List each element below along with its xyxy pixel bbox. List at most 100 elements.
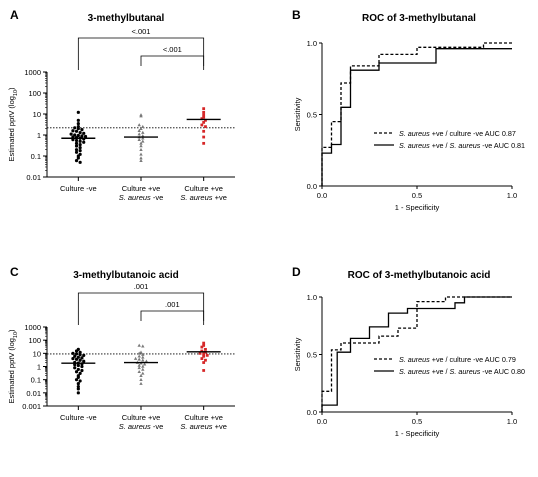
data-point	[139, 381, 143, 385]
panel-a-letter: A	[10, 8, 19, 22]
data-point	[78, 149, 82, 153]
significance-bracket	[140, 310, 205, 321]
roc-curve	[321, 296, 512, 412]
panel-b: B ROC of 3-methylbutanal 0.0 0.5 1.0 0.0 0.5…	[292, 8, 525, 212]
panel-a-plot: 1000 100 10 1 0.1 0.01 Estimated pptV (log10) C…	[7, 27, 235, 202]
data-point	[80, 368, 84, 373]
data-point	[82, 353, 86, 357]
x-tick-label-sub: S. aureus +ve	[180, 422, 227, 431]
data-point	[137, 369, 141, 374]
data-point	[74, 138, 79, 143]
data-point	[198, 351, 202, 355]
x-tick-label: Culture +ve	[184, 413, 223, 422]
data-point	[139, 114, 143, 118]
data-point	[137, 343, 141, 347]
legend-label: S. aureus +ve / S. aureus -ve AUC 0.81	[399, 141, 525, 150]
significance-label: <.001	[163, 45, 182, 54]
data-point	[200, 345, 204, 349]
data-point	[73, 354, 77, 358]
roc-curve	[321, 296, 512, 412]
panel-c-letter: C	[10, 265, 19, 279]
data-point	[205, 353, 209, 357]
data-point	[78, 358, 82, 362]
data-point	[139, 147, 143, 151]
x-tick-label: Culture -ve	[60, 184, 97, 193]
data-point	[78, 379, 82, 383]
data-point	[141, 136, 145, 140]
legend-label: S. aureus +ve / culture -ve AUC 0.87	[399, 129, 516, 138]
x-tick-label: 0.5	[412, 417, 422, 426]
panel-a-title: 3-methylbutanal	[88, 13, 165, 24]
data-point	[80, 128, 84, 132]
data-point	[202, 354, 206, 358]
data-point	[141, 358, 145, 362]
x-tick-label: Culture +ve	[122, 413, 161, 422]
data-point	[137, 128, 141, 133]
data-point	[74, 129, 79, 133]
data-point	[76, 387, 80, 391]
panel-a: A 3-methylbutanal 1000 100 10 1 0.1 0.01 Estim…	[7, 8, 235, 202]
significance-label: .001	[134, 282, 149, 291]
data-point	[200, 117, 204, 121]
x-tick-label: Culture +ve	[122, 184, 161, 193]
y-tick-label: 1.0	[307, 293, 317, 302]
data-point	[141, 344, 145, 348]
data-point	[82, 131, 86, 135]
data-point	[139, 144, 143, 148]
y-tick-label: 0.001	[22, 402, 41, 411]
y-tick-label: 0.5	[307, 351, 317, 360]
data-point	[73, 126, 77, 130]
species-italic: S. aureus	[399, 129, 430, 138]
data-point	[139, 141, 143, 145]
data-point	[80, 134, 84, 138]
x-tick-label-sub: S. aureus +ve	[180, 193, 227, 202]
data-point	[139, 126, 143, 130]
y-axis-label: Estimated pptV (log10)	[7, 329, 19, 404]
data-point	[141, 352, 145, 356]
y-axis-label: Estimated pptV (log10)	[7, 87, 19, 162]
x-tick-label: Culture +ve	[184, 184, 223, 193]
data-point	[202, 352, 206, 356]
x-tick-label: 1.0	[507, 191, 517, 200]
data-point	[204, 125, 207, 129]
data-point	[78, 139, 82, 143]
data-point	[144, 359, 149, 363]
data-point	[74, 370, 79, 374]
x-tick-label: 1.0	[507, 417, 517, 426]
data-point	[74, 349, 79, 353]
data-point	[137, 123, 141, 127]
data-point	[71, 351, 75, 355]
roc-curve	[321, 48, 512, 186]
y-tick-label: 1000	[24, 68, 41, 77]
panel-b-plot: 0.0 0.5 1.0 0.0 0.5 1.0 1 - Specificity Sensiti…	[293, 39, 525, 212]
data-point	[141, 130, 145, 134]
data-point	[76, 384, 80, 389]
data-point	[202, 361, 206, 364]
data-point	[74, 357, 79, 361]
data-point	[204, 347, 207, 351]
data-point	[74, 159, 79, 163]
data-point	[76, 367, 80, 372]
data-point	[133, 356, 138, 360]
panel-b-letter: B	[292, 8, 301, 22]
species-italic: S. aureus	[119, 193, 151, 202]
data-point	[139, 156, 143, 160]
data-point	[78, 131, 82, 135]
data-point	[80, 364, 84, 369]
data-point	[78, 353, 82, 357]
data-point	[74, 352, 79, 356]
legend-label: S. aureus +ve / culture -ve AUC 0.79	[399, 355, 516, 364]
data-point	[78, 142, 82, 147]
y-tick-label: 100	[28, 89, 41, 98]
species-italic: S. aureus	[119, 422, 151, 431]
data-point	[76, 363, 80, 368]
y-tick-label: 1	[37, 131, 41, 140]
panel-b-title: ROC of 3-methylbutanal	[362, 13, 476, 24]
y-tick-label: 0.1	[31, 376, 41, 385]
data-point	[78, 371, 82, 375]
data-point	[204, 358, 207, 362]
y-tick-label: 1	[37, 363, 41, 372]
data-point	[139, 377, 143, 381]
data-point	[73, 366, 77, 370]
species-italic: S. aureus	[450, 141, 481, 150]
